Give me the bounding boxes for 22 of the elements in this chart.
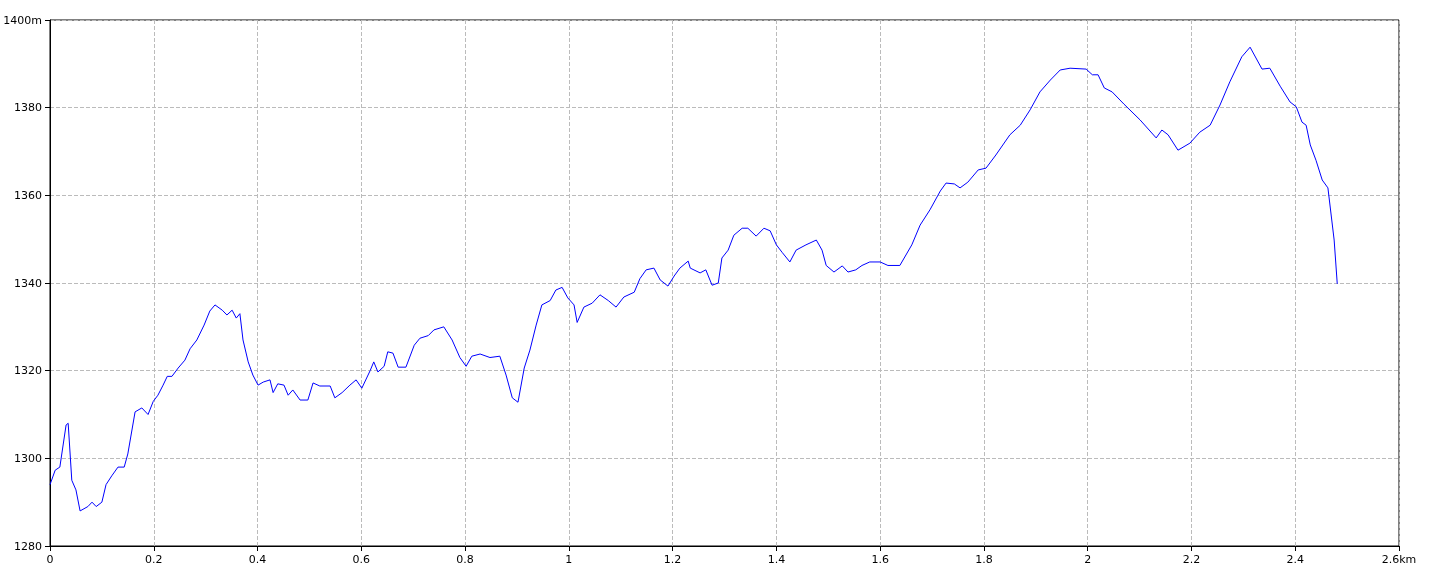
- x-tick-label: 0.6: [352, 553, 371, 566]
- x-tick-label: 1.2: [663, 553, 682, 566]
- x-tick-label: 0: [46, 553, 54, 566]
- y-tick-label: 1380: [14, 101, 42, 115]
- y-tick-label: 1320: [14, 364, 42, 378]
- x-tick-label: 1.8: [975, 553, 993, 566]
- y-tick-label: 1360: [14, 188, 42, 202]
- y-tick-label: 1280: [14, 539, 42, 553]
- y-tick-label: 1340: [14, 276, 42, 290]
- x-tick-label: 1.4: [767, 553, 786, 566]
- x-tick-label: 0.2: [145, 553, 163, 566]
- x-tick-label: 2: [1084, 553, 1092, 566]
- y-tick-label: 1300: [14, 451, 42, 465]
- line-series: [49, 46, 1338, 512]
- x-tick-label: 1: [565, 553, 573, 566]
- x-tick-label: 2.4: [1286, 553, 1304, 566]
- x-tick-label: 2.2: [1182, 553, 1201, 566]
- x-tick-label: 1.6: [871, 553, 889, 566]
- x-tick-label: 2.6km: [1381, 553, 1417, 566]
- x-tick-label: 0.4: [248, 553, 267, 566]
- x-tick-label: 0.8: [456, 553, 474, 566]
- y-tick-label: 1400m: [3, 13, 42, 27]
